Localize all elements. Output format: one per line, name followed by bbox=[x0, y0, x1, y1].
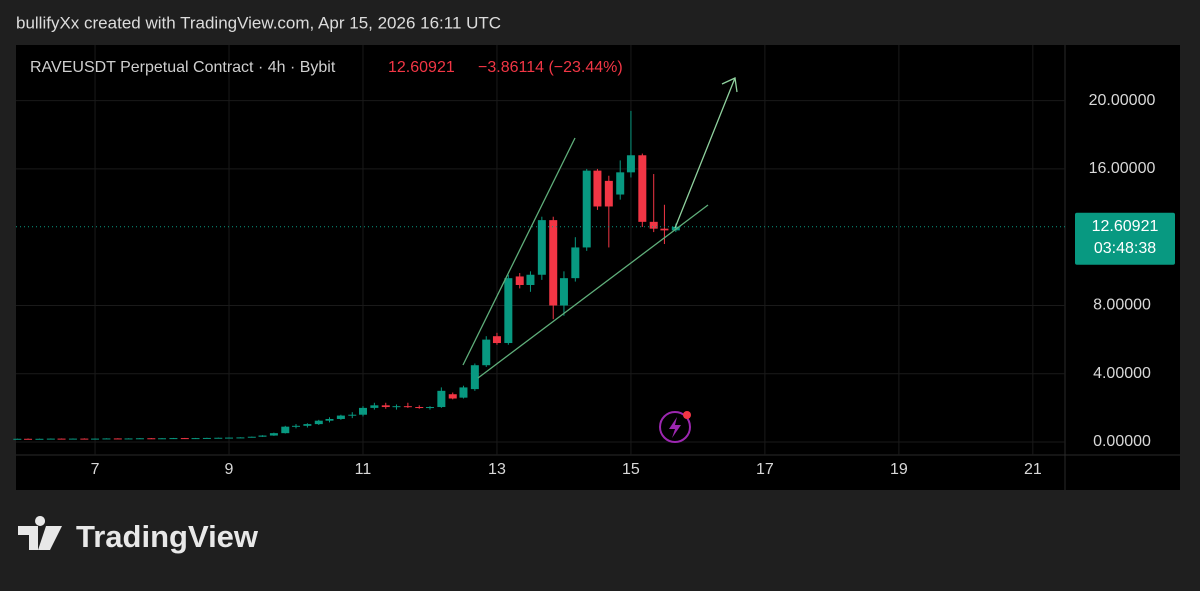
symbol: RAVEUSDT Perpetual Contract · 4h · Bybit bbox=[30, 59, 336, 76]
candle-body bbox=[57, 438, 66, 440]
candle-body bbox=[660, 228, 669, 231]
candle-body bbox=[147, 438, 156, 440]
candle-body bbox=[236, 437, 245, 439]
y-tick-label: 20.00000 bbox=[1089, 92, 1156, 109]
candle-body bbox=[169, 438, 178, 440]
x-tick-label: 11 bbox=[355, 461, 372, 478]
candle-body bbox=[68, 438, 77, 440]
candle-body bbox=[225, 437, 234, 439]
credit: bullifyXx created with TradingView.com, … bbox=[16, 13, 501, 32]
candle-body bbox=[281, 426, 290, 434]
candle-body bbox=[537, 220, 546, 275]
candle-body bbox=[604, 180, 613, 207]
countdown: 03:48:38 bbox=[1094, 240, 1156, 257]
x-tick-label: 21 bbox=[1024, 461, 1042, 478]
trend-line bbox=[477, 204, 709, 379]
arrow-head bbox=[721, 77, 738, 93]
footer: TradingView bbox=[18, 516, 259, 554]
candle-body bbox=[314, 420, 323, 425]
candle-body bbox=[415, 407, 424, 409]
candle-body bbox=[269, 433, 278, 436]
candle-body bbox=[381, 405, 390, 408]
candle-body bbox=[626, 155, 635, 173]
trend-line bbox=[462, 137, 576, 366]
candle-body bbox=[292, 425, 301, 427]
candle-body bbox=[559, 278, 568, 306]
candle-body bbox=[46, 438, 55, 440]
candle-body bbox=[336, 415, 345, 419]
candle-body bbox=[202, 437, 211, 439]
candle-body bbox=[582, 170, 591, 248]
candle-body bbox=[425, 407, 434, 409]
candle-body bbox=[35, 438, 44, 440]
flash-icon bbox=[659, 411, 691, 443]
x-tick-label: 19 bbox=[890, 461, 908, 478]
candle-body bbox=[515, 276, 524, 285]
candle-body bbox=[392, 406, 401, 408]
x-tick-label: 9 bbox=[225, 461, 234, 478]
candle-body bbox=[649, 221, 658, 229]
candle-body bbox=[191, 438, 200, 440]
candle-body bbox=[113, 438, 122, 440]
y-tick-label: 16.00000 bbox=[1089, 160, 1156, 177]
candle-body bbox=[102, 438, 111, 440]
candle-body bbox=[180, 438, 189, 440]
x-tick-label: 15 bbox=[622, 461, 640, 478]
candle-body bbox=[247, 436, 256, 438]
candle-body bbox=[370, 405, 379, 408]
candle-body bbox=[616, 172, 625, 195]
candle-body bbox=[124, 438, 133, 440]
candle-body bbox=[303, 424, 312, 426]
candle-body bbox=[91, 438, 100, 440]
icon-ring bbox=[659, 411, 691, 443]
arrow-line bbox=[674, 77, 736, 229]
price-label: 12.60921 bbox=[1092, 218, 1159, 235]
candle-body bbox=[135, 438, 144, 440]
candle-body bbox=[593, 170, 602, 207]
candle-body bbox=[571, 247, 580, 279]
candle-body bbox=[492, 336, 501, 344]
chart-panel bbox=[16, 45, 1180, 490]
y-tick-label: 4.00000 bbox=[1093, 365, 1151, 382]
legend-change: −3.86114 (−23.44%) bbox=[478, 59, 623, 76]
candle-body bbox=[258, 435, 267, 437]
candle-body bbox=[470, 365, 479, 390]
drawings bbox=[462, 77, 738, 379]
candle-body bbox=[13, 438, 22, 440]
x-tick-label: 17 bbox=[756, 461, 774, 478]
x-tick-label: 13 bbox=[488, 461, 506, 478]
legend-price: 12.60921 bbox=[388, 59, 455, 76]
legend: RAVEUSDT Perpetual Contract · 4h · Bybit… bbox=[30, 59, 623, 76]
logo-mark bbox=[18, 516, 62, 550]
candle-body bbox=[482, 339, 491, 366]
price-label-box bbox=[1075, 212, 1175, 265]
y-tick-label: 0.00000 bbox=[1093, 433, 1151, 450]
candle-body bbox=[214, 437, 223, 439]
brand: TradingView bbox=[76, 519, 259, 554]
candle-body bbox=[504, 278, 513, 344]
y-tick-label: 8.00000 bbox=[1093, 297, 1151, 314]
candle-body bbox=[437, 390, 446, 408]
candle-body bbox=[448, 394, 457, 399]
candle-body bbox=[24, 438, 33, 440]
candle-body bbox=[348, 414, 357, 416]
icon-dot bbox=[683, 411, 691, 419]
candle-body bbox=[549, 220, 558, 306]
candle-body bbox=[325, 418, 334, 421]
candle-body bbox=[526, 274, 535, 285]
x-tick-label: 7 bbox=[91, 461, 100, 478]
candle-body bbox=[403, 406, 412, 408]
candle-body bbox=[158, 438, 167, 440]
icon-bolt bbox=[669, 417, 681, 438]
candle-body bbox=[80, 438, 89, 440]
candle-body bbox=[358, 407, 367, 415]
candle-body bbox=[459, 387, 468, 398]
candle-body bbox=[638, 155, 647, 222]
